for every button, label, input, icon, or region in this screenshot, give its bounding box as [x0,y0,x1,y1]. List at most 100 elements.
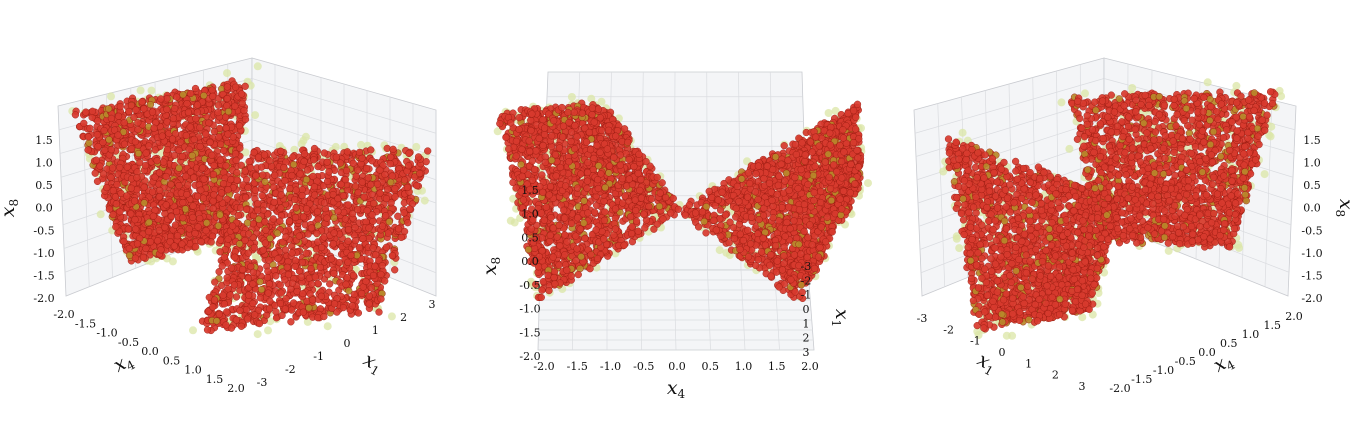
scatter-point-generated [226,291,234,299]
scatter-point-generated [139,253,148,262]
scatter-point-generated [288,249,296,257]
scatter-point-generated [323,177,332,186]
scatter-point-generated [132,106,140,114]
scatter-point-generated [385,218,393,226]
scatter-point-generated [130,197,139,205]
scatter-point-generated [266,157,274,165]
scatter-point-generated [245,291,253,299]
scatter-point-generated [178,240,186,248]
scatter-point-generated [351,236,360,245]
scatter-point-generated [178,152,186,161]
scatter-point-generated [289,299,298,307]
scatter-point-generated [235,122,244,130]
scatter-point-generated [215,310,223,318]
scatter-point-generated [222,124,230,132]
scatter-point-generated [82,108,90,116]
scatter-point-generated [249,299,257,308]
scatter-point-generated [184,181,192,189]
scatter-point-generated [202,227,210,235]
scatter-point-generated [264,289,272,297]
scatter-point-generated [175,164,183,172]
scatter-point-generated [276,217,284,225]
scatter-point-generated [223,308,231,316]
scatter-point-generated [358,289,366,298]
z-tick-label: -0.5 [33,224,54,237]
scatter-point-generated [162,201,170,209]
scatter-point-generated [203,219,211,227]
scatter-point-generated [258,191,266,200]
scatter-point-generated [317,292,326,300]
scatter-point-generated [232,316,240,324]
x-tick-label: -2 [285,363,296,376]
scatter-point-generated [214,222,223,230]
scatter-point-generated [206,138,214,147]
scatter-point-generated [167,181,175,189]
scatter-point-generated [339,303,348,312]
scatter-point-generated [200,91,208,100]
scatter-point-generated [170,151,179,160]
scatter-point-generated [277,289,285,297]
scatter-point-generated [192,115,200,123]
scatter-point-generated [200,175,208,183]
scatter-point-generated [413,181,421,190]
scatter-point-generated [145,227,153,236]
scatter-point-generated [160,158,168,166]
scatter-point-reference [567,93,576,101]
scatter-point-generated [282,294,290,303]
scatter-point-generated [163,105,171,114]
scatter-point-generated [343,148,352,156]
scatter-point-generated [244,249,252,257]
scatter-point-generated [283,263,291,271]
scatter-point-generated [365,224,373,232]
scatter-point-generated [145,218,153,226]
scatter-point-generated [405,149,413,157]
scatter-point-generated [112,223,120,231]
scatter-point-generated [388,251,397,260]
scatter-point-generated [272,308,280,316]
scatter-point-generated [359,234,367,243]
scatter-point-generated [388,172,396,180]
scatter-point-generated [367,284,375,292]
scatter-point-generated [384,229,392,237]
scatter-point-generated [308,280,316,288]
scatter-point-generated [173,232,182,240]
scatter-point-generated [364,174,372,182]
scatter-point-generated [209,92,217,100]
scatter-point-generated [179,91,187,99]
scatter-point-reference [264,326,272,335]
scatter-point-generated [109,187,117,195]
scatter-point-generated [209,170,218,179]
scatter-point-generated [114,131,122,139]
scatter-point-generated [71,111,80,119]
scatter-point-generated [362,277,370,286]
scatter-point-generated [209,197,217,205]
scatter-point-generated [179,198,187,207]
scatter-point-generated [217,140,225,148]
scatter-point-generated [123,163,131,171]
scatter-point-generated [424,147,432,155]
scatter-point-generated [231,150,240,158]
scatter-point-generated [162,172,170,181]
scatter-point-generated [404,162,413,170]
z-tick-label: -1.5 [33,269,54,282]
scatter-point-generated [263,273,272,282]
scatter-point-generated [163,95,171,103]
scatter-point-generated [313,229,321,238]
scatter-point-generated [197,238,205,246]
scatter-point-generated [347,251,355,260]
scatter-point-generated [217,189,226,197]
scatter-point-generated [157,95,165,103]
scatter-point-generated [310,183,319,191]
scatter-point-generated [257,163,266,171]
scatter-point-generated [227,175,235,184]
scatter-point-generated [383,185,392,194]
scatter-point-generated [191,243,200,251]
scatter-point-reference [387,312,396,321]
scatter-point-generated [351,223,359,232]
scatter-point-generated [232,156,240,164]
scatter-point-generated [120,140,129,148]
scatter-series [68,62,432,339]
scatter-point-generated [335,258,344,267]
scatter-point-generated [182,172,190,180]
